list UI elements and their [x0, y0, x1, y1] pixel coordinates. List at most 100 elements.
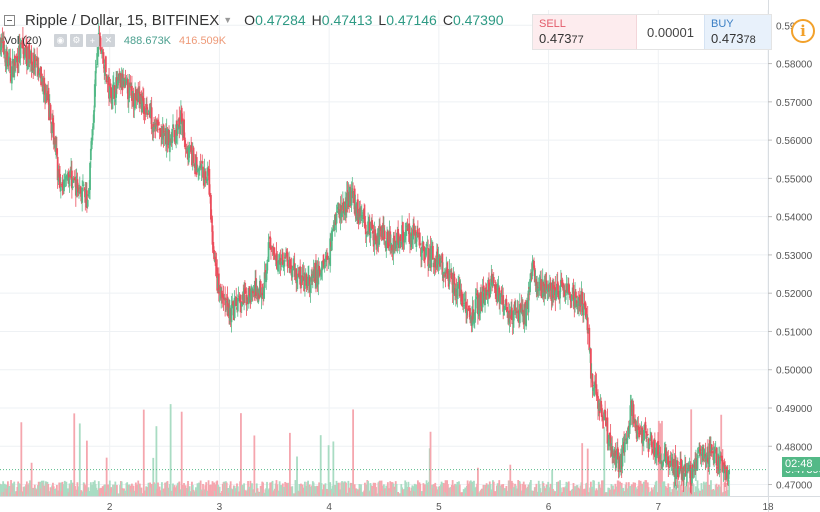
candle-body — [510, 307, 513, 321]
volume-bar — [65, 481, 68, 496]
volume-bar — [89, 482, 92, 496]
candle-body — [162, 124, 165, 138]
candle-body — [112, 82, 115, 86]
ohlc-close-value: 0.47390 — [452, 12, 504, 28]
candle-body — [272, 246, 275, 256]
volume-bar — [278, 481, 281, 496]
candle — [89, 161, 91, 200]
volume-bar — [205, 482, 208, 496]
volume-bar — [655, 480, 658, 496]
candle-body — [463, 302, 466, 304]
candle — [102, 48, 105, 69]
settings-icon[interactable]: ⚙ — [69, 34, 83, 47]
collapse-toggle-icon[interactable] — [4, 14, 15, 26]
candle — [661, 461, 664, 471]
volume-bar — [364, 482, 366, 496]
candle-body — [104, 56, 107, 73]
info-icon[interactable]: i — [791, 19, 815, 43]
candle-body — [453, 273, 456, 285]
volume-bar — [187, 481, 189, 496]
candle — [710, 443, 713, 458]
candle-body — [112, 84, 114, 100]
candle-body — [64, 176, 67, 180]
candle — [37, 57, 40, 82]
volume-bar — [307, 480, 309, 496]
candle — [123, 77, 126, 89]
volume-bar — [728, 480, 731, 496]
candle — [289, 256, 291, 274]
candle — [208, 159, 211, 197]
candle — [413, 216, 415, 236]
candle-body — [371, 220, 373, 229]
visibility-icon[interactable]: ◉ — [53, 34, 67, 47]
candle — [280, 260, 283, 271]
candle — [291, 266, 294, 285]
candle-body — [689, 464, 692, 485]
candle-body — [678, 468, 681, 475]
candle-body — [702, 449, 705, 459]
chevron-down-icon[interactable]: ▼ — [223, 15, 233, 25]
candle-body — [494, 284, 497, 290]
candle-body — [91, 129, 94, 141]
candle — [163, 126, 166, 147]
candle-body — [642, 429, 645, 441]
volume-bar — [329, 482, 332, 496]
candle-body — [661, 461, 664, 468]
candle — [82, 174, 84, 187]
volume-bar — [625, 482, 628, 496]
candle-body — [277, 260, 279, 272]
candle — [460, 283, 463, 306]
candle-body — [480, 291, 482, 307]
candle-body — [540, 279, 543, 297]
volume-bar — [661, 420, 663, 496]
candle-body — [16, 55, 19, 69]
candle-body — [627, 427, 629, 438]
candle-body — [713, 453, 716, 464]
candle-body — [715, 447, 718, 466]
candle — [14, 57, 17, 73]
candle-body — [708, 443, 711, 467]
buy-button[interactable]: BUY 0.47378 — [704, 15, 771, 49]
candle — [115, 70, 118, 105]
candle-body — [58, 169, 61, 178]
candle — [286, 248, 289, 273]
symbol-title[interactable]: Ripple / Dollar, 15, BITFINEX — [25, 11, 220, 29]
volume-bar — [143, 490, 146, 496]
volume-bar — [169, 404, 172, 496]
add-icon[interactable]: + — [85, 34, 99, 47]
candle — [94, 59, 97, 97]
candle-body — [564, 296, 567, 300]
candle-body — [327, 258, 330, 260]
candle-body — [335, 213, 338, 224]
candle — [93, 105, 95, 130]
close-icon[interactable]: ✕ — [101, 34, 115, 47]
candle-body — [676, 460, 679, 478]
volume-bar — [213, 482, 215, 496]
candle-body — [505, 299, 508, 306]
candle-body — [691, 467, 693, 484]
candle-body — [581, 291, 584, 305]
candle-body — [270, 247, 272, 250]
candle-body — [55, 148, 58, 155]
candle — [222, 285, 225, 311]
sell-button[interactable]: SELL 0.47377 — [533, 15, 637, 49]
candle-body — [322, 259, 325, 265]
volume-value-b: 416.509K — [179, 34, 227, 47]
candle-body — [102, 52, 105, 64]
candle-body — [215, 263, 218, 272]
candle-body — [529, 279, 531, 293]
volume-bar — [603, 426, 606, 496]
candle-body — [399, 234, 402, 241]
candle — [317, 257, 320, 296]
candle-body — [539, 276, 542, 281]
volume-bar — [218, 486, 221, 496]
ohlc-low-value: 0.47146 — [386, 12, 437, 28]
volume-bar — [47, 483, 50, 496]
candle-body — [30, 52, 33, 72]
volume-bar — [645, 480, 648, 496]
candle — [10, 61, 13, 91]
candle — [86, 198, 89, 209]
candle-body — [438, 254, 441, 262]
y-tick-label: 0.55000 — [776, 174, 813, 185]
